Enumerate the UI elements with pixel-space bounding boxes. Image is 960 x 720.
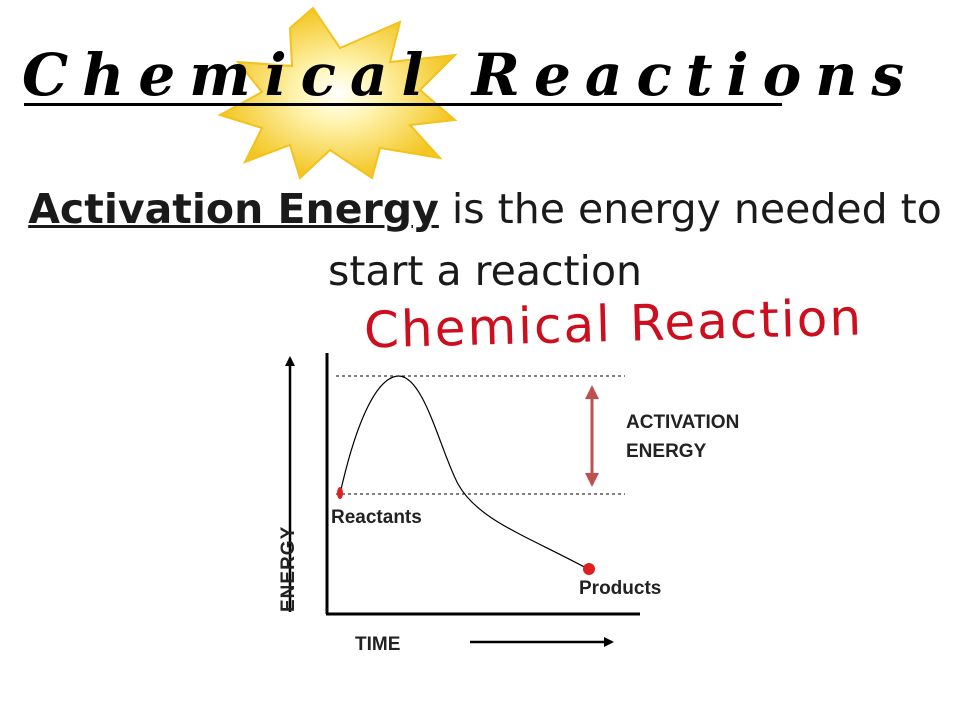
slide-title: Chemical Reactions (22, 41, 919, 109)
product-marker (583, 563, 595, 575)
reaction-curve (339, 375, 591, 571)
time-axis-label: TIME (355, 634, 401, 655)
energy-axis-label: ENERGY (278, 525, 299, 612)
reactants-label: Reactants (331, 507, 422, 528)
reactant-marker (337, 487, 343, 499)
activation-label-line2: ENERGY (626, 441, 707, 462)
products-label: Products (579, 578, 662, 599)
definition-term: Activation Energy (28, 185, 439, 233)
title-underline (24, 103, 782, 106)
activation-label-line1: ACTIVATION (626, 412, 740, 433)
definition-rest: is the energy needed to start a reaction (327, 185, 942, 295)
activation-energy-label: ACTIVATION ENERGY (626, 408, 739, 466)
definition-text: Activation Energy is the energy needed t… (20, 178, 950, 302)
